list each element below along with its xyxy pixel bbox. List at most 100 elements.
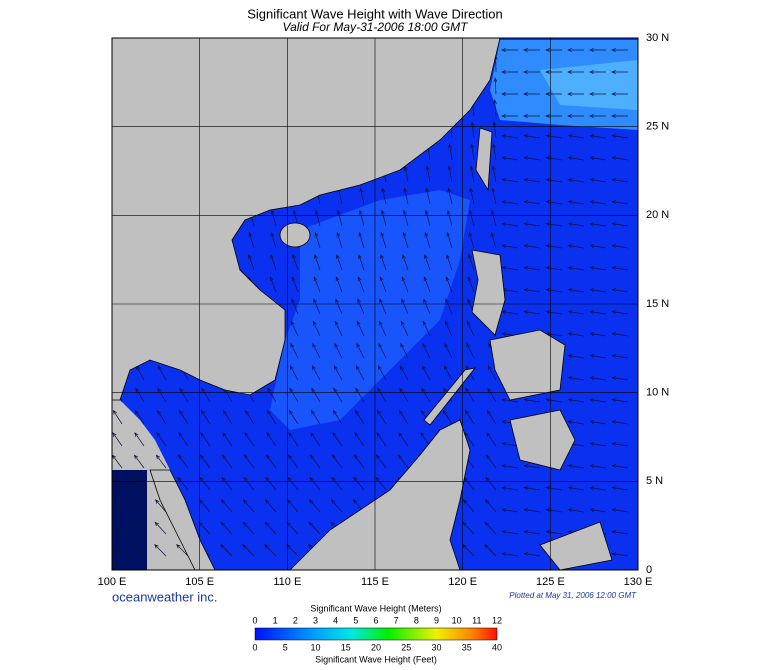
wave-arrow (545, 508, 563, 513)
wave-arrow (589, 114, 606, 118)
wave-arrow (501, 178, 519, 183)
land-visayas (489, 329, 566, 401)
wave-arrow (423, 298, 431, 315)
wave-arrow (611, 244, 629, 249)
wave-arrow (611, 398, 629, 403)
wave-arrow (333, 365, 343, 381)
land-malay (149, 469, 216, 570)
wave-arrow (135, 387, 145, 403)
wave-arrow (611, 178, 629, 183)
wave-arrow (523, 266, 541, 271)
wave-arrow (445, 276, 453, 293)
wave-arrow (545, 70, 562, 74)
wave-arrow (267, 387, 277, 403)
wave-arrow (265, 476, 277, 491)
wave-arrow (403, 187, 409, 205)
wave-arrow (589, 508, 607, 513)
wave-arrow (611, 222, 629, 227)
wave-arrow (523, 398, 541, 403)
wave-arrow (220, 521, 233, 535)
wave-arrow (470, 121, 475, 139)
wave-arrow (398, 409, 409, 425)
wave-arrow (589, 464, 607, 469)
wave-arrow (380, 254, 387, 271)
wave-arrow (334, 342, 343, 359)
wave-arrow (132, 543, 145, 557)
wave-arrow (491, 187, 497, 205)
wave-arrow (468, 231, 475, 249)
wave-arrow (567, 156, 585, 161)
wave-arrow (286, 543, 299, 557)
wave-arrow (611, 332, 629, 337)
wave-arrow (399, 365, 409, 381)
land-palawan (423, 367, 476, 426)
wave-arrow (448, 143, 453, 161)
wave-arrow (545, 310, 563, 315)
wave-arrow (402, 209, 409, 227)
wave-arrow (611, 530, 629, 535)
wave-arrow (353, 454, 365, 469)
wave-arrow (243, 476, 255, 491)
wave-arrow (336, 254, 343, 271)
wave-arrow (589, 200, 607, 205)
wave-arrow (567, 92, 584, 96)
wave-arrow (501, 92, 518, 96)
wave-arrow (611, 486, 629, 491)
meters-label: 6 (373, 615, 378, 625)
wave-arrow (523, 288, 541, 293)
wave-arrow (567, 288, 585, 293)
wave-arrow (421, 387, 431, 403)
wave-arrow (133, 476, 145, 491)
wave-arrow (425, 187, 431, 205)
meters-label: 1 (273, 615, 278, 625)
wave-arrow (292, 254, 299, 271)
wave-arrow (399, 387, 409, 403)
wave-arrow (589, 156, 607, 161)
wave-arrow (611, 442, 629, 447)
wave-arrow (468, 209, 475, 227)
wave-arrow (310, 409, 321, 425)
wave-arrow (523, 200, 541, 205)
wave-arrow (567, 48, 584, 52)
wave-arrow (501, 508, 519, 513)
wave-arrow (468, 254, 475, 271)
wave-arrow (200, 409, 211, 425)
wave-arrow (154, 521, 167, 535)
wave-arrow (379, 298, 387, 315)
wave-arrow (523, 70, 540, 74)
wave-arrow (484, 499, 497, 513)
wave-arrow (222, 432, 233, 447)
wave-arrow (589, 376, 607, 381)
lat-tick-label: 15 N (646, 298, 669, 310)
wave-arrow (401, 298, 409, 315)
wave-arrow (381, 187, 387, 205)
wave-arrow (335, 276, 343, 293)
wave-arrow (447, 165, 453, 183)
feet-label: 5 (283, 642, 288, 652)
wave-arrow (248, 254, 255, 271)
wave-arrow (567, 508, 585, 513)
wave-arrow (157, 387, 167, 403)
wave-arrow (611, 508, 629, 513)
meters-label: 9 (434, 615, 439, 625)
wave-arrow (567, 354, 585, 359)
wave-arrow (401, 276, 409, 293)
wave-arrow (501, 200, 519, 205)
wave-arrow (589, 134, 607, 139)
wave-arrow (567, 134, 585, 139)
wave-arrow (493, 77, 498, 95)
wave-arrow (611, 310, 629, 315)
lat-tick-label: 0 (646, 564, 652, 576)
wave-arrow (380, 231, 387, 249)
wave-arrow (380, 209, 387, 227)
wave-arrow (611, 464, 629, 469)
feet-label: 30 (431, 642, 441, 652)
wave-arrow (523, 244, 541, 249)
wave-arrow (567, 398, 585, 403)
wave-arrow (545, 134, 563, 139)
wave-arrow (485, 476, 497, 491)
wave-arrow (221, 454, 233, 469)
wave-arrow (400, 342, 409, 359)
wave-arrow (423, 276, 431, 293)
